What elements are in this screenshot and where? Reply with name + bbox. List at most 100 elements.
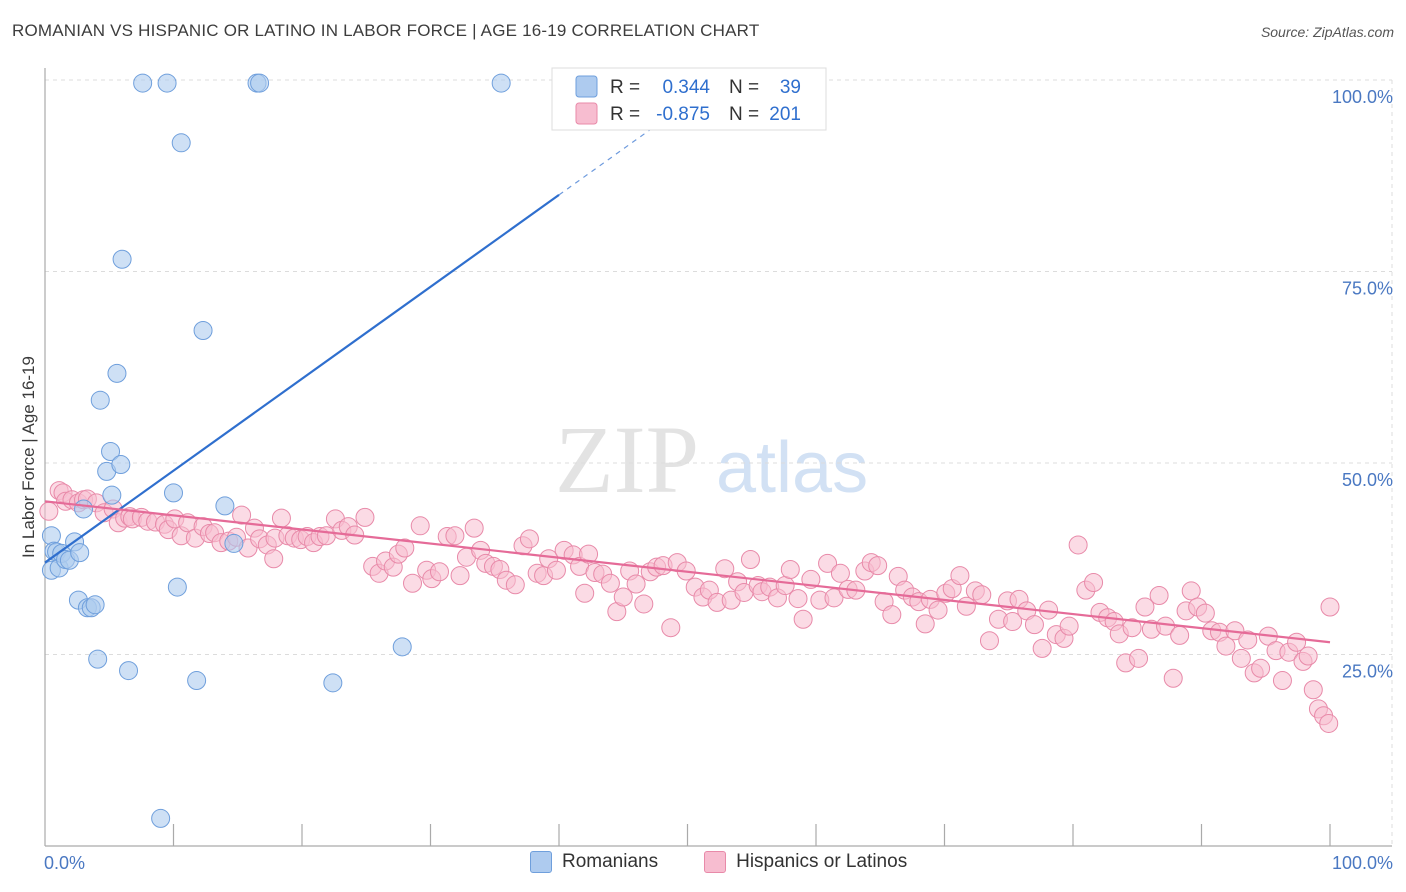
hispanic-point [1238,630,1258,650]
y-tick-label: 25.0% [1342,662,1393,682]
y-tick-label: 50.0% [1342,470,1393,490]
hispanic-point [1122,618,1142,638]
romanian-point [167,577,187,597]
romanian-point [164,483,183,503]
hispanic-point [232,505,252,525]
x-tick-label-min: 0.0% [44,853,85,873]
hispanic-r-value: -0.875 [656,104,710,125]
watermark-zip: ZIP [555,406,699,513]
romanian-n-label: N = [729,77,759,98]
romanian-point [70,543,90,563]
hispanic-point [1003,612,1023,632]
hispanic-point [1068,535,1088,555]
hispanic-point [882,605,902,625]
hispanic-points [39,481,1340,733]
hispanic-point [950,566,970,586]
chart-source: Source: ZipAtlas.com [1260,24,1394,40]
hispanic-point [429,562,449,582]
legend-romanians: Romanians [562,851,659,872]
hispanic-point [575,583,595,603]
hispanic-point [505,575,525,595]
x-tick-label-max: 100.0% [1332,853,1393,873]
legend: Romanians Hispanics or Latinos [530,851,907,873]
hispanic-point [915,614,935,634]
romanian-point [151,808,171,828]
hispanic-point [546,560,566,580]
hispanic-point [715,559,735,579]
hispanic-point [780,559,800,579]
hispanic-point [818,553,838,573]
hispanic-point [355,507,375,527]
romanian-point [112,249,132,269]
hispanic-point [271,508,291,528]
legend-hispanics: Hispanics or Latinos [736,851,908,872]
hispanic-trend-line [44,500,1331,644]
romanian-point [157,73,177,93]
hispanic-point [1216,636,1236,656]
romanian-trend-line [44,194,560,564]
hispanic-point [1272,671,1292,691]
romanian-r-label: R = [610,77,640,98]
legend-hispanic-swatch [704,851,727,873]
hispanic-point [1032,638,1052,658]
hispanic-point [264,549,284,569]
hispanic-point [740,550,760,570]
trend-lines [44,102,1331,644]
y-tick-label: 100.0% [1332,87,1393,107]
romanian-point [90,390,110,410]
hispanic-point [661,618,681,638]
romanian-points [41,73,511,828]
y-axis-label: In Labor Force | Age 16-19 [19,356,38,558]
hispanic-point [1231,648,1251,668]
hispanic-point [410,516,430,536]
hispanic-point [928,600,948,620]
romanian-point [111,455,131,475]
romanian-point [85,595,105,615]
chart-title: ROMANIAN VS HISPANIC OR LATINO IN LABOR … [12,21,760,40]
hispanic-point [445,526,465,546]
hispanic-point [1303,680,1323,700]
romanian-point [101,442,121,462]
hispanic-n-value: 201 [769,104,801,125]
romanian-point [74,499,94,519]
hispanic-point [403,573,423,593]
romanian-point [171,133,191,153]
hispanic-point [788,589,808,609]
hispanic-point [1170,625,1190,645]
gridlines [45,79,1393,846]
romanian-point [88,649,108,669]
hispanic-point [1129,648,1149,668]
romanian-point [102,485,122,505]
romanian-point [392,637,412,657]
hispanic-point [830,563,850,583]
hispanic-point [1024,615,1044,635]
hispanic-point [579,544,599,564]
hispanic-point [979,631,999,651]
hispanic-point [1251,658,1271,678]
romanian-n-value: 39 [780,77,801,98]
hispanic-point [519,529,539,549]
romanian-point [491,73,511,93]
hispanic-point [1149,586,1169,606]
hispanic-point [1319,713,1339,733]
romanian-point [119,661,139,681]
stats-box: R = 0.344 N = 39 R = -0.875 N = 201 [551,67,827,131]
romanian-point [187,671,207,691]
hispanic-point [450,566,470,586]
axes [44,68,1392,847]
hispanic-point [1195,603,1215,623]
romanian-point [133,73,153,93]
hispanic-swatch [575,102,598,125]
hispanic-point [1084,572,1104,592]
hispanic-r-label: R = [610,104,640,125]
romanian-point [224,533,244,553]
romanian-point [107,363,127,383]
hispanic-n-label: N = [729,104,759,125]
romanian-point [193,320,213,340]
hispanic-point [1298,646,1318,666]
hispanic-point [868,556,888,576]
y-tick-label: 75.0% [1342,279,1393,299]
hispanic-point [1059,616,1079,636]
hispanic-point [464,518,484,538]
